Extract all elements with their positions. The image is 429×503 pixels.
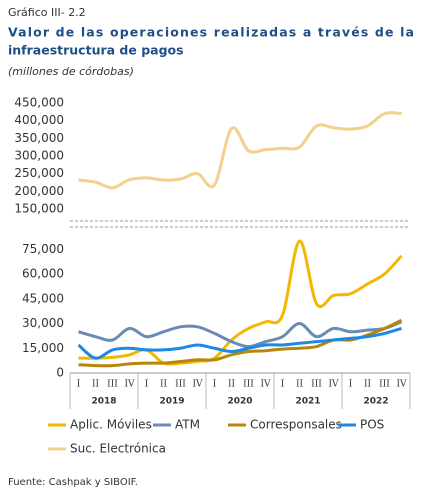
x-tick-label: III bbox=[311, 380, 322, 390]
series-line bbox=[78, 239, 403, 366]
x-tick-label: III bbox=[243, 380, 254, 390]
y-tick-label: 30,000 bbox=[22, 316, 64, 330]
x-tick-label: II bbox=[364, 380, 372, 390]
x-tick-label: II bbox=[160, 380, 168, 390]
y-tick-label: 200,000 bbox=[14, 184, 64, 198]
chart-subtitle: (millones de córdobas) bbox=[8, 65, 134, 78]
y-tick-label: 150,000 bbox=[14, 202, 64, 216]
x-group-label: 2022 bbox=[363, 397, 388, 407]
series-line bbox=[77, 327, 402, 360]
legend-label: Corresponsales bbox=[250, 418, 342, 432]
x-tick-label: IV bbox=[124, 380, 135, 390]
x-tick-label: II bbox=[228, 380, 236, 390]
y-tick-label: 75,000 bbox=[22, 242, 64, 256]
chart-title: Valor de las operaciones realizadas a tr… bbox=[8, 25, 414, 40]
y-tick-label: 250,000 bbox=[14, 166, 64, 180]
x-tick-label: III bbox=[175, 380, 186, 390]
series-line bbox=[78, 320, 403, 349]
x-tick-label: I bbox=[77, 380, 81, 390]
y-tick-label: 60,000 bbox=[22, 267, 64, 281]
x-tick-label: I bbox=[213, 380, 217, 390]
series-line bbox=[78, 318, 403, 368]
x-tick-label: III bbox=[107, 380, 118, 390]
x-tick-label: I bbox=[349, 380, 353, 390]
x-group-label: 2020 bbox=[227, 397, 252, 407]
y-tick-label: 450,000 bbox=[14, 96, 64, 110]
x-tick-label: I bbox=[145, 380, 149, 390]
source: Fuente: Cashpak y SIBOIF. bbox=[8, 477, 138, 488]
x-tick-label: IV bbox=[192, 380, 203, 390]
legend-label: ATM bbox=[175, 418, 200, 432]
legend-label: POS bbox=[360, 418, 384, 432]
chart-title: infraestructura de pagos bbox=[8, 43, 184, 58]
x-group-label: 2018 bbox=[91, 397, 116, 407]
y-tick-label: 15,000 bbox=[22, 341, 64, 355]
x-tick-label: III bbox=[379, 380, 390, 390]
x-tick-label: IV bbox=[396, 380, 407, 390]
y-tick-label: 400,000 bbox=[14, 113, 64, 127]
x-tick-label: I bbox=[281, 380, 285, 390]
legend-label: Aplic. Móviles bbox=[70, 418, 152, 432]
x-tick-label: IV bbox=[328, 380, 339, 390]
x-tick-label: II bbox=[92, 380, 100, 390]
x-group-label: 2019 bbox=[159, 397, 184, 407]
y-tick-label: 350,000 bbox=[14, 131, 64, 145]
x-tick-label: IV bbox=[260, 380, 271, 390]
series-line bbox=[78, 111, 402, 190]
y-tick-label: 300,000 bbox=[14, 149, 64, 163]
y-tick-label: 0 bbox=[56, 366, 64, 380]
x-tick-label: II bbox=[296, 380, 304, 390]
x-group-label: 2021 bbox=[295, 397, 320, 407]
y-tick-label: 45,000 bbox=[22, 291, 64, 305]
legend-label: Suc. Electrónica bbox=[70, 442, 166, 456]
chart-label: Gráfico III- 2.2 bbox=[8, 6, 86, 19]
